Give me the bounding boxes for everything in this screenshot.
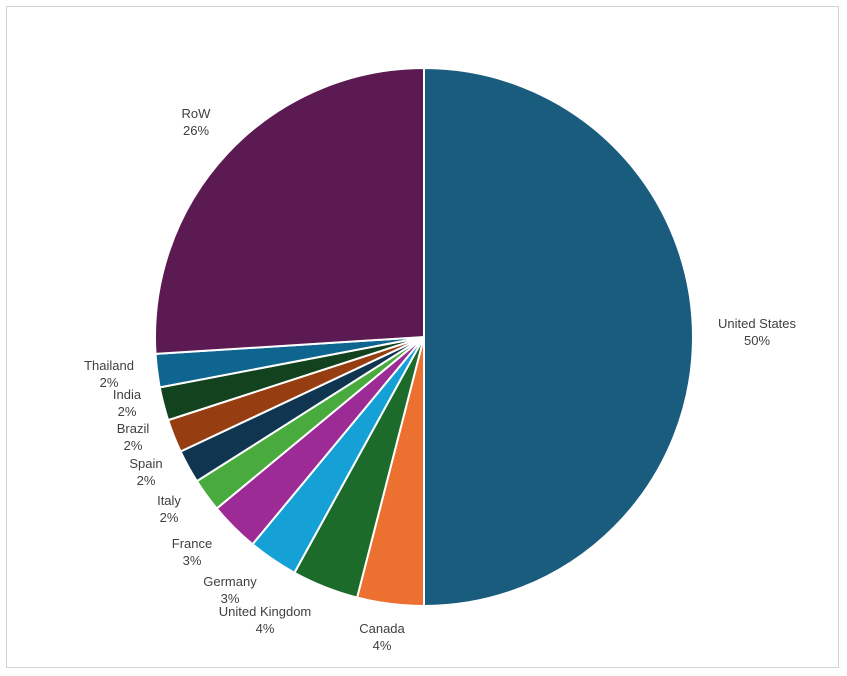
- slice-label-row: RoW: [182, 106, 212, 121]
- slice-label-brazil: Brazil: [117, 421, 150, 436]
- slice-label-france: France: [172, 536, 212, 551]
- slice-percent-united-kingdom: 4%: [256, 621, 275, 636]
- slice-percent-germany: 3%: [221, 591, 240, 606]
- slice-label-spain: Spain: [129, 456, 162, 471]
- slice-percent-thailand: 2%: [100, 375, 119, 390]
- pie-slice-united-states: [423, 67, 694, 607]
- slice-label-united-states: United States: [718, 316, 797, 331]
- slice-label-germany: Germany: [203, 574, 257, 589]
- slice-label-italy: Italy: [157, 493, 181, 508]
- pie-slice-row: [154, 67, 425, 355]
- slice-percent-row: 26%: [183, 123, 209, 138]
- slice-percent-canada: 4%: [373, 638, 392, 653]
- slice-percent-france: 3%: [183, 553, 202, 568]
- slice-label-thailand: Thailand: [84, 358, 134, 373]
- slice-percent-india: 2%: [118, 404, 137, 419]
- slice-percent-spain: 2%: [137, 473, 156, 488]
- slice-label-united-kingdom: United Kingdom: [219, 604, 312, 619]
- slice-percent-italy: 2%: [160, 510, 179, 525]
- slice-percent-brazil: 2%: [124, 438, 143, 453]
- slice-label-india: India: [113, 387, 142, 402]
- slice-label-canada: Canada: [359, 621, 405, 636]
- slice-percent-united-states: 50%: [744, 333, 770, 348]
